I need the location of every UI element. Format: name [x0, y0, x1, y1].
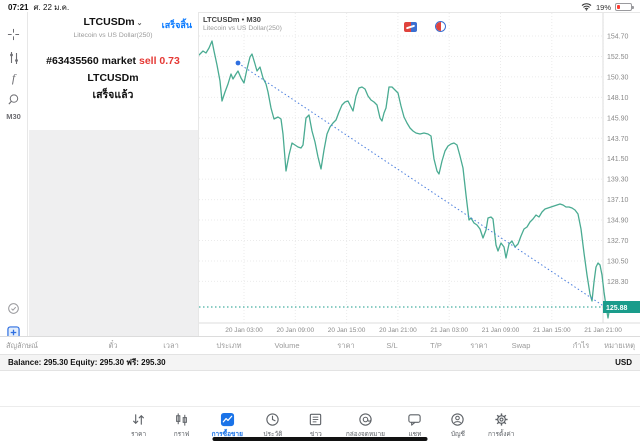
svg-text:21 Jan 15:00: 21 Jan 15:00 — [533, 327, 571, 334]
nav-accounts[interactable]: บัญชี — [445, 412, 471, 439]
svg-text:132.70: 132.70 — [607, 238, 629, 245]
order-side: sell 0.73 — [138, 55, 180, 67]
crosshair-icon[interactable] — [0, 28, 27, 41]
gear-icon — [495, 413, 508, 426]
svg-text:130.50: 130.50 — [607, 258, 629, 265]
column-swap: Swap — [511, 341, 531, 350]
wifi-icon — [581, 2, 592, 13]
svg-text:128.30: 128.30 — [607, 279, 629, 286]
order-confirmation: #63435560 market sell 0.73 LTCUSDm เสร็จ… — [28, 53, 198, 104]
quotes-icon — [133, 414, 145, 425]
svg-text:148.10: 148.10 — [607, 95, 629, 102]
svg-text:150.30: 150.30 — [607, 74, 629, 81]
accounts-icon — [451, 413, 465, 426]
nav-chat[interactable]: แชท — [402, 412, 428, 439]
svg-text:20 Jan 09:00: 20 Jan 09:00 — [277, 327, 315, 334]
order-symbol: LTCUSDm — [87, 72, 139, 84]
chart-header: LTCUSDm • M30 Litecoin vs US Dollar(250) — [203, 15, 282, 32]
chart-title: LTCUSDm • M30 — [203, 15, 261, 24]
status-bar: 07:21 ศ. 22 ม.ค. 19% — [0, 0, 640, 14]
chart-canvas[interactable]: 154.70 152.50 150.30 148.10 145.90 143.70 141.… — [199, 13, 640, 337]
chevron-down-icon: ⌄ — [136, 20, 143, 27]
column-type: ประเภท — [216, 341, 242, 350]
account-summary-bar: Balance: 295.30 Equity: 295.30 ฟรี: 295.… — [0, 354, 640, 371]
nav-news[interactable]: ข่าว — [303, 412, 329, 439]
svg-text:139.30: 139.30 — [607, 177, 629, 184]
svg-text:20 Jan 21:00: 20 Jan 21:00 — [379, 327, 417, 334]
symbol-description: Litecoin vs US Dollar(250) — [73, 32, 153, 39]
svg-text:20 Jan 15:00: 20 Jan 15:00 — [328, 327, 366, 334]
status-time: 07:21 — [8, 2, 29, 12]
objects-icon[interactable] — [0, 93, 27, 106]
status-date: ศ. 22 ม.ค. — [33, 2, 70, 12]
svg-text:21 Jan 03:00: 21 Jan 03:00 — [430, 327, 468, 334]
svg-text:125.88: 125.88 — [606, 305, 628, 312]
battery-percent: 19% — [595, 2, 611, 12]
account-currency: USD — [615, 358, 632, 367]
news-icon — [310, 413, 322, 426]
mailbox-icon — [359, 413, 372, 426]
new-order-icon[interactable] — [404, 21, 417, 32]
svg-text:141.50: 141.50 — [607, 156, 629, 163]
home-indicator[interactable] — [212, 437, 428, 441]
nav-trade[interactable]: การซื้อขาย — [212, 412, 243, 439]
trade-icon — [220, 412, 234, 427]
column-time: เวลา — [163, 341, 179, 350]
symbol-selector[interactable]: LTCUSDm ⌄ — [83, 16, 143, 28]
svg-text:145.90: 145.90 — [607, 115, 629, 122]
price-chart[interactable]: 154.70 152.50 150.30 148.10 145.90 143.70 141.… — [198, 12, 640, 336]
indicators-icon[interactable] — [0, 51, 27, 64]
chart-icon — [176, 413, 187, 426]
order-id: #63435560 market — [46, 55, 137, 67]
done-button[interactable]: เสร็จสิ้น — [161, 20, 192, 30]
nav-mailbox[interactable]: กล่องจดหมาย — [346, 412, 385, 439]
column-sl: S/L — [386, 341, 398, 350]
column-profit: กำไร — [572, 341, 590, 350]
column-ticket: ตั๋ว — [108, 341, 118, 350]
battery-icon — [615, 3, 634, 11]
positions-table-header: สัญลักษณ์ ตั๋ว เวลา ประเภท Volume ราคา S… — [0, 336, 640, 354]
column-comment: หมายเหตุ — [604, 341, 635, 350]
nav-charts[interactable]: กราฟ — [169, 412, 195, 439]
history-icon — [266, 413, 280, 426]
svg-text:152.50: 152.50 — [607, 54, 629, 61]
svg-text:20 Jan 03:00: 20 Jan 03:00 — [225, 327, 263, 334]
order-result-card: LTCUSDm ⌄ เสร็จสิ้น Litecoin vs US Dollar… — [28, 12, 198, 128]
chart-subtitle: Litecoin vs US Dollar(250) — [203, 25, 282, 32]
column-symbol: สัญลักษณ์ — [6, 341, 39, 350]
svg-text:137.10: 137.10 — [607, 197, 629, 204]
svg-text:134.90: 134.90 — [607, 218, 629, 225]
svg-text:154.70: 154.70 — [607, 34, 629, 41]
bottom-navigation: ราคา กราฟ การซื้อขาย ประวัติ ข่าว — [0, 406, 640, 442]
nav-history[interactable]: ประวัติ — [260, 412, 286, 439]
panel-background — [29, 130, 198, 336]
trade-status-icon[interactable] — [0, 302, 27, 315]
nav-settings[interactable]: การตั้งค่า — [488, 412, 514, 439]
column-tp: T/P — [430, 341, 442, 350]
order-status: เสร็จแล้ว — [92, 89, 134, 101]
column-price2: ราคา — [470, 341, 488, 350]
column-price: ราคา — [337, 341, 355, 350]
timeframe-button[interactable]: M30 — [6, 112, 21, 121]
column-volume: Volume — [274, 341, 300, 350]
chart-toolbar: f M30 — [0, 12, 28, 339]
nav-quotes[interactable]: ราคา — [126, 412, 152, 439]
market-sessions-icon[interactable] — [435, 21, 446, 32]
svg-text:21 Jan 09:00: 21 Jan 09:00 — [482, 327, 520, 334]
account-balances: Balance: 295.30 Equity: 295.30 ฟรี: 295.… — [8, 358, 166, 367]
svg-text:143.70: 143.70 — [607, 136, 629, 143]
svg-text:21 Jan 21:00: 21 Jan 21:00 — [584, 327, 622, 334]
chat-icon — [408, 414, 422, 426]
functions-icon[interactable]: f — [11, 71, 16, 85]
